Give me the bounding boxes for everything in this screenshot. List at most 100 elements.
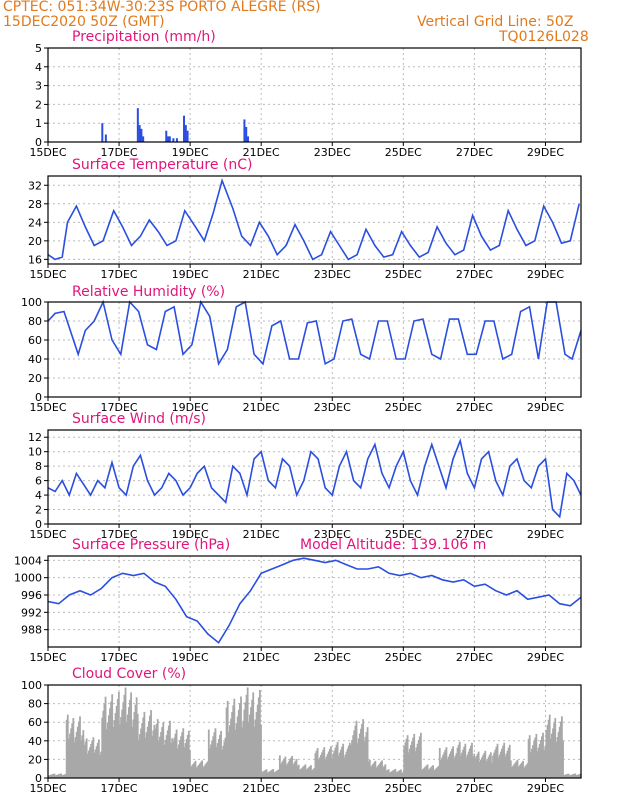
cloud-cover-bar bbox=[454, 755, 457, 778]
cloud-cover-bar bbox=[79, 716, 81, 778]
cloud-cover-bar bbox=[273, 772, 276, 778]
cloud-cover-bar bbox=[306, 768, 309, 778]
cloud-cover-bar bbox=[555, 742, 558, 778]
panel-5-ytick-label: 1000 bbox=[14, 572, 42, 585]
cloud-cover-bar bbox=[230, 718, 232, 778]
cloud-cover-bar bbox=[375, 767, 378, 778]
cloud-cover-bar bbox=[548, 714, 551, 778]
cloud-cover-bar bbox=[276, 770, 279, 778]
header-code: TQ0126L028 bbox=[499, 29, 589, 45]
cloud-cover-bar bbox=[437, 765, 440, 778]
precipitation-bar bbox=[168, 136, 171, 142]
cloud-cover-bar bbox=[267, 771, 270, 778]
cloud-cover-bar bbox=[222, 745, 225, 778]
cloud-cover-bar bbox=[342, 743, 345, 778]
cloud-cover-bar bbox=[532, 745, 534, 778]
cloud-cover-bar bbox=[91, 740, 94, 778]
cloud-cover-bar bbox=[341, 746, 343, 778]
cloud-cover-bar bbox=[180, 736, 182, 778]
panel-6-ytick-label: 20 bbox=[28, 753, 42, 766]
cloud-cover-bar bbox=[156, 719, 159, 778]
cloud-cover-bar bbox=[266, 772, 269, 778]
cloud-cover-bar bbox=[234, 729, 237, 778]
cloud-cover-bar bbox=[204, 764, 207, 778]
cloud-cover-bar bbox=[545, 730, 548, 778]
cloud-cover-bar bbox=[361, 723, 363, 778]
panel-3-ytick-label: 100 bbox=[21, 296, 42, 309]
cloud-cover-bar bbox=[61, 775, 64, 778]
cloud-cover-bar bbox=[543, 749, 546, 778]
precipitation-bar bbox=[184, 125, 187, 142]
cloud-cover-bar bbox=[92, 737, 95, 778]
cloud-cover-bar bbox=[48, 775, 50, 778]
cloud-cover-bar bbox=[292, 764, 295, 778]
cloud-cover-bar bbox=[121, 709, 124, 778]
cloud-cover-bar bbox=[350, 744, 352, 778]
cloud-cover-bar bbox=[241, 727, 244, 778]
cloud-cover-bar bbox=[104, 696, 107, 778]
cloud-cover-bar bbox=[363, 741, 366, 778]
panel-4-xtick-label: 25DEC bbox=[385, 528, 422, 541]
cloud-cover-bar bbox=[507, 747, 510, 778]
cloud-cover-bar bbox=[483, 753, 486, 778]
cloud-cover-bar bbox=[509, 760, 512, 778]
cloud-cover-bar bbox=[366, 727, 369, 778]
cloud-cover-bar bbox=[384, 764, 387, 778]
cloud-cover-bar bbox=[567, 773, 570, 778]
panel-2-xtick-label: 27DEC bbox=[456, 268, 493, 281]
cloud-cover-bar bbox=[101, 717, 104, 778]
cloud-cover-bar bbox=[311, 770, 313, 778]
cloud-cover-bar bbox=[70, 728, 73, 778]
precipitation-bar bbox=[165, 130, 168, 142]
cloud-cover-bar bbox=[216, 743, 219, 778]
cloud-cover-bar bbox=[539, 740, 542, 778]
cloud-cover-bar bbox=[202, 767, 205, 778]
cloud-cover-bar bbox=[227, 731, 230, 778]
precipitation-bar bbox=[142, 136, 145, 142]
cloud-cover-bar bbox=[515, 761, 518, 778]
panel-1-ytick-label: 2 bbox=[35, 98, 42, 111]
cloud-cover-bar bbox=[94, 749, 97, 778]
cloud-cover-bar bbox=[277, 769, 280, 778]
cloud-cover-bar bbox=[448, 754, 451, 778]
panel-3-xtick-label: 25DEC bbox=[385, 401, 422, 414]
cloud-cover-bar bbox=[284, 756, 287, 778]
cloud-cover-bar bbox=[463, 746, 466, 778]
cloud-cover-bar bbox=[246, 687, 249, 778]
cloud-cover-bar bbox=[261, 772, 263, 778]
panel-4-frame bbox=[47, 429, 582, 525]
cloud-cover-bar bbox=[434, 769, 437, 778]
cloud-cover-bar bbox=[421, 769, 423, 778]
cloud-cover-bar bbox=[159, 736, 161, 778]
cloud-cover-bar bbox=[56, 774, 59, 778]
panel-6-xtick-label: 17DEC bbox=[101, 782, 138, 795]
panel-3-frame bbox=[47, 301, 582, 398]
cloud-cover-bar bbox=[219, 734, 221, 778]
cloud-cover-bar bbox=[331, 758, 333, 778]
panel-6-xtick-label: 27DEC bbox=[456, 782, 493, 795]
panel-6-ytick-label: 60 bbox=[28, 716, 42, 729]
cloud-cover-bar bbox=[82, 730, 85, 778]
cloud-cover-bar bbox=[312, 769, 315, 778]
cloud-cover-bar bbox=[442, 754, 444, 778]
cloud-cover-bar bbox=[174, 733, 177, 778]
cloud-cover-bar bbox=[424, 766, 427, 778]
cloud-cover-bar bbox=[378, 763, 381, 778]
cloud-cover-bar bbox=[354, 725, 357, 778]
panel-3-ytick-label: 40 bbox=[28, 353, 42, 366]
cloud-cover-bar bbox=[254, 719, 257, 778]
panel-2-ytick-label: 20 bbox=[28, 235, 42, 248]
cloud-cover-bar bbox=[405, 738, 408, 778]
cloud-cover-bar bbox=[506, 750, 509, 778]
cloud-cover-bar bbox=[316, 748, 319, 778]
cloud-cover-bar bbox=[412, 737, 415, 778]
cloud-cover-bar bbox=[481, 757, 483, 778]
cloud-cover-bar bbox=[297, 764, 300, 778]
cloud-cover-bar bbox=[522, 760, 524, 778]
cloud-cover-bar bbox=[497, 757, 500, 778]
cloud-cover-bar bbox=[221, 749, 224, 778]
cloud-cover-bar bbox=[223, 741, 226, 778]
cloud-cover-bar bbox=[232, 705, 235, 778]
cloud-cover-bar bbox=[518, 765, 521, 778]
cloud-cover-bar bbox=[482, 755, 484, 778]
